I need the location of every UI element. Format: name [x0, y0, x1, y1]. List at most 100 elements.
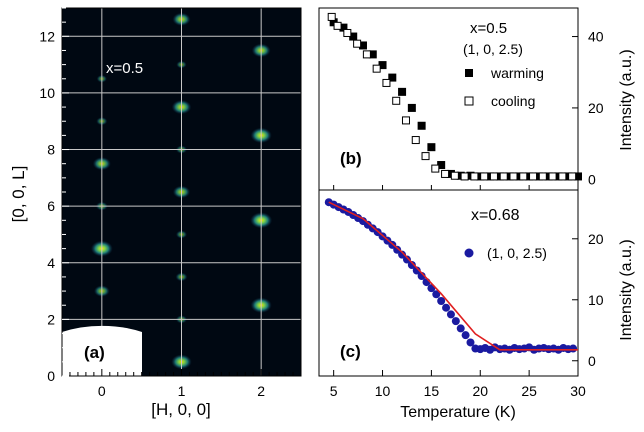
cooling-point: [333, 21, 342, 30]
panel-c-point: [393, 245, 402, 254]
panel-a-ylabel: [0, 0, L]: [9, 166, 28, 223]
cooling-point: [460, 172, 469, 181]
warming-point: [407, 103, 416, 112]
panel-b-points: [327, 12, 582, 181]
map-x-ticks: 0 1 2: [61, 369, 302, 399]
cooling-point: [392, 96, 401, 105]
map-y-ticks: 0 2 4 6 8 10 12: [39, 7, 69, 384]
legend-warming-label: warming: [490, 65, 544, 81]
cooling-point: [327, 12, 336, 21]
panel-c-point: [442, 303, 451, 312]
panel-c-x-tick-label: 10: [375, 383, 391, 399]
panel-c-point: [451, 317, 460, 326]
map-peaks: [90, 12, 273, 370]
cooling-point: [372, 64, 381, 73]
panel-a-label: (a): [84, 343, 105, 362]
map-x-tick-label: 2: [257, 383, 265, 399]
warming-point: [398, 87, 407, 96]
panel-b-label: (b): [340, 149, 362, 168]
cooling-point: [450, 171, 459, 180]
panel-c-point: [412, 266, 421, 275]
panel-c-ylabel: Intensity (a.u.): [618, 239, 635, 340]
panel-b-ticks: 0 20 40: [333, 29, 604, 190]
panel-b-annotation: x=0.5: [470, 20, 507, 37]
panel-c-point: [569, 344, 578, 353]
panel-c-xlabel: Temperature (K): [400, 404, 516, 421]
panel-c-point: [398, 250, 407, 259]
cooling-point: [411, 136, 420, 145]
cooling-point: [480, 172, 489, 181]
cooling-point: [362, 50, 371, 59]
panel-a-xlabel: [H, 0, 0]: [151, 400, 211, 419]
panel-c-frame: [318, 189, 579, 377]
cooling-point: [401, 116, 410, 125]
panel-c-ticks: 0 10 20 5 10 15 20 25 30: [330, 231, 604, 399]
cooling-point: [519, 172, 528, 181]
panel-c-legend-label: (1, 0, 2.5): [487, 245, 547, 261]
map-x-tick-label: 0: [98, 383, 106, 399]
panel-c-point: [437, 296, 446, 305]
cooling-point: [499, 172, 508, 181]
panel-c-point: [461, 331, 470, 340]
panel-b-y-tick-label: 40: [588, 29, 604, 45]
panel-c-x-tick-label: 30: [570, 383, 586, 399]
cooling-point: [548, 172, 557, 181]
legend-warming-marker: [465, 69, 473, 77]
beam-stop-shadow: [62, 325, 142, 376]
cooling-point: [421, 152, 430, 161]
cooling-point: [558, 172, 567, 181]
panel-b-reflection: (1, 0, 2.5): [463, 41, 523, 57]
panel-c-fit-line: [328, 201, 578, 351]
panel-c-y-tick-label: 0: [588, 353, 596, 369]
panel-c-x-tick-label: 20: [472, 383, 488, 399]
warming-point: [417, 121, 426, 130]
cooling-point: [489, 172, 498, 181]
cooling-point: [538, 172, 547, 181]
cooling-point: [441, 169, 450, 178]
cooling-point: [529, 172, 538, 181]
panel-c-point: [402, 255, 411, 264]
panel-c-point: [456, 324, 465, 333]
panel-c-x-tick-label: 5: [330, 383, 338, 399]
legend-cooling-label: cooling: [491, 93, 535, 109]
panel-c-legend-marker: [464, 248, 474, 258]
map-y-tick-label: 8: [47, 142, 55, 158]
panel-c-point: [407, 261, 416, 270]
legend-cooling-marker: [464, 96, 474, 106]
cooling-point: [568, 172, 577, 181]
cooling-point: [470, 172, 479, 181]
panel-c-points: [324, 198, 578, 354]
cooling-point: [509, 172, 518, 181]
panel-c-y-tick-label: 10: [588, 292, 604, 308]
cooling-point: [343, 28, 352, 37]
map-y-tick-label: 2: [47, 311, 55, 327]
cooling-point: [353, 39, 362, 48]
map-y-tick-label: 10: [39, 85, 55, 101]
panel-c-label: (c): [340, 342, 361, 361]
map-y-tick-label: 4: [47, 255, 55, 271]
cooling-point: [431, 164, 440, 173]
map-y-tick-label: 0: [47, 368, 55, 384]
map-y-tick-label: 12: [39, 28, 55, 44]
map-y-tick-label: 6: [47, 198, 55, 214]
panel-c-point: [466, 338, 475, 347]
warming-point: [427, 143, 436, 152]
panel-c-y-tick-label: 20: [588, 231, 604, 247]
panel-b-y-tick-label: 20: [588, 100, 604, 116]
panel-a-annotation: x=0.5: [106, 60, 143, 77]
panel-c-point: [446, 310, 455, 319]
panel-c-x-tick-label: 25: [521, 383, 537, 399]
cooling-point: [382, 78, 391, 87]
panel-b-ylabel: Intensity (a.u.): [618, 49, 635, 150]
panel-c-annotation: x=0.68: [471, 207, 520, 224]
map-grid: [62, 8, 301, 377]
map-x-tick-label: 1: [178, 383, 186, 399]
panel-b-y-tick-label: 0: [588, 171, 596, 187]
panel-c-point: [432, 290, 441, 299]
warming-point: [388, 73, 397, 82]
panel-c-x-tick-label: 15: [424, 383, 440, 399]
